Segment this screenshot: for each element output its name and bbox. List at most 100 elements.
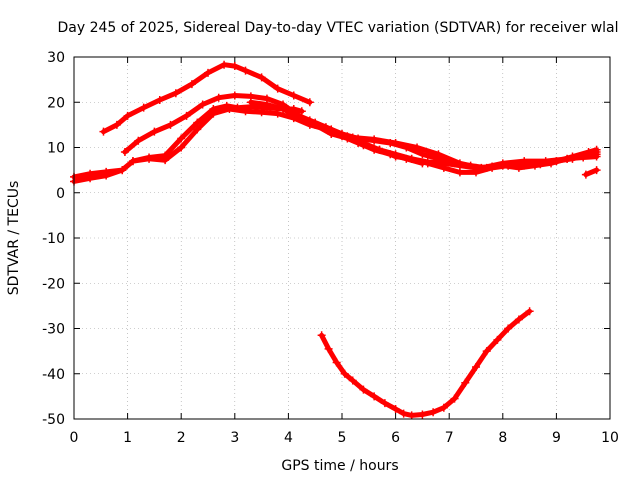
data-point [370, 392, 379, 401]
data-point [370, 135, 379, 144]
data-point [214, 93, 223, 102]
y-tick-label: 10 [47, 141, 65, 157]
data-point [230, 91, 239, 100]
data-point [305, 116, 314, 125]
x-tick-label: 4 [284, 430, 293, 446]
y-tick-label: -20 [42, 276, 65, 292]
x-axis-label: GPS time / hours [281, 458, 398, 474]
data-point [413, 143, 422, 152]
data-point [455, 168, 464, 177]
data-point [166, 120, 175, 129]
data-point [193, 118, 202, 127]
data-point [504, 324, 513, 333]
data-point [321, 123, 330, 132]
data-point [120, 148, 129, 157]
data-point [324, 344, 333, 353]
data-point [193, 125, 202, 134]
data-point [429, 408, 438, 417]
data-point [209, 109, 218, 118]
series-arc-i [317, 307, 534, 420]
x-tick-label: 9 [552, 430, 561, 446]
data-point [273, 109, 282, 118]
series-arc-c [99, 60, 314, 136]
data-point [581, 170, 590, 179]
data-point [118, 166, 127, 175]
data-series [70, 60, 601, 420]
data-point [246, 98, 255, 107]
data-point [187, 80, 196, 89]
data-point [563, 154, 572, 163]
y-tick-label: 0 [56, 186, 65, 202]
data-point [161, 156, 170, 165]
y-tick-label: -10 [42, 231, 65, 247]
data-point [262, 100, 271, 109]
data-point [139, 103, 148, 112]
data-point [305, 98, 314, 107]
data-point [439, 403, 448, 412]
series-arc-f [305, 116, 601, 172]
x-tick-label: 5 [338, 430, 347, 446]
data-point [297, 107, 306, 116]
data-point [450, 394, 459, 403]
data-point [418, 410, 427, 419]
data-point [295, 114, 304, 123]
data-point [472, 362, 480, 371]
data-point [150, 127, 159, 136]
data-point [399, 409, 408, 418]
data-point [520, 157, 529, 166]
x-tick-label: 3 [230, 430, 239, 446]
data-point [257, 73, 266, 82]
data-point [112, 120, 121, 129]
series-arc-g [327, 129, 601, 172]
data-point [493, 335, 502, 344]
data-point [177, 143, 186, 152]
data-point [220, 60, 229, 69]
data-point [123, 111, 132, 120]
data-point [434, 150, 443, 159]
data-point [241, 66, 250, 75]
data-point [273, 84, 282, 93]
y-tick-label: -50 [42, 412, 65, 428]
data-point [327, 129, 336, 138]
data-point [391, 405, 400, 414]
x-tick-label: 1 [123, 430, 132, 446]
data-point [86, 169, 95, 178]
data-point [155, 95, 164, 104]
chart-title: Day 245 of 2025, Sidereal Day-to-day VTE… [57, 20, 618, 36]
data-point [359, 141, 368, 150]
data-point [348, 376, 357, 385]
data-point [279, 105, 288, 114]
plot-frame [73, 56, 611, 420]
x-tick-label: 6 [391, 430, 400, 446]
data-point [407, 154, 416, 163]
data-point [128, 157, 137, 166]
ticks: 0 1 2 3 4 5 6 7 8 9 10 -50 -40 -30 -20 -10 0 10 20 30 [42, 50, 619, 446]
data-point [525, 307, 534, 316]
data-point [514, 315, 523, 324]
data-point [439, 163, 448, 172]
data-point [455, 159, 464, 168]
data-point [198, 100, 207, 109]
data-point [204, 68, 212, 77]
data-point [332, 358, 341, 367]
y-tick-label: -40 [42, 367, 65, 383]
data-point [257, 108, 266, 117]
data-point [241, 107, 250, 116]
data-point [592, 166, 601, 175]
data-point [177, 134, 186, 143]
data-point [477, 163, 486, 172]
data-point [359, 385, 368, 394]
data-point [391, 150, 400, 159]
data-point [340, 369, 349, 378]
data-point [225, 105, 234, 114]
x-tick-label: 2 [177, 430, 186, 446]
x-tick-label: 10 [601, 430, 619, 446]
y-tick-label: 20 [47, 95, 65, 111]
x-tick-label: 8 [498, 430, 507, 446]
data-point [391, 138, 400, 147]
y-axis-label: SDTVAR / TECUs [6, 181, 22, 296]
data-point [348, 133, 357, 142]
y-tick-label: 30 [47, 50, 65, 66]
data-point [375, 145, 384, 154]
